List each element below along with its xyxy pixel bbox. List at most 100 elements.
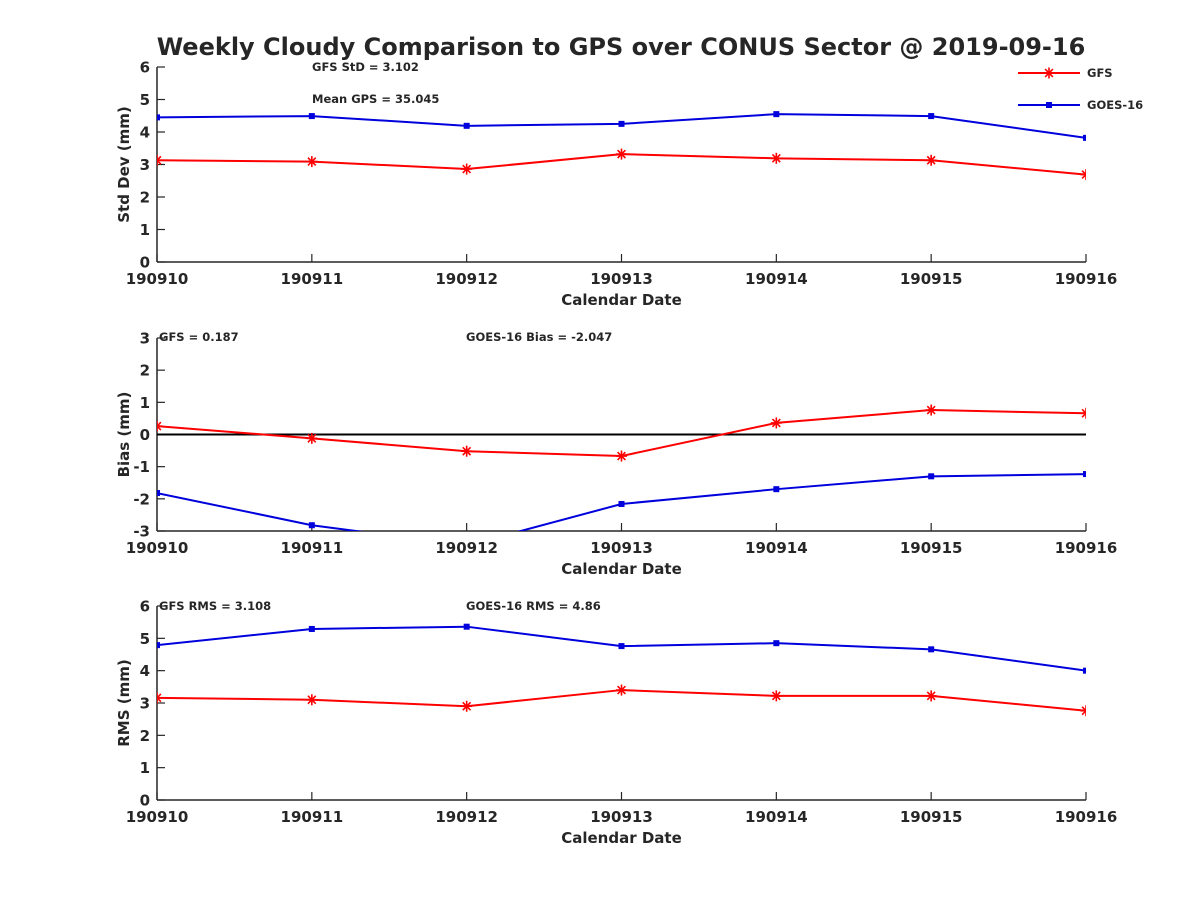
y-tick-label: 2 bbox=[140, 189, 150, 207]
data-point-goes-16 bbox=[928, 646, 935, 653]
x-tick-label: 190916 bbox=[1055, 808, 1118, 826]
y-tick-label: 2 bbox=[140, 362, 150, 380]
x-tick-label: 190915 bbox=[900, 539, 963, 557]
y-tick-label: 2 bbox=[140, 727, 150, 745]
data-point-gfs bbox=[770, 417, 782, 429]
stat-annotation: GFS RMS = 3.108 bbox=[159, 599, 271, 613]
panel-2: -3 -2 -1 0 1 2 3 190910 190911 190912 190913 190914… bbox=[115, 330, 1117, 579]
stat-annotation: GOES-16 Bias = -2.047 bbox=[466, 330, 612, 344]
y-tick-label: 1 bbox=[140, 221, 150, 239]
x-tick-label: 190910 bbox=[126, 539, 189, 557]
y-axis-label: RMS (mm) bbox=[115, 659, 133, 746]
y-tick-label: 6 bbox=[140, 59, 150, 77]
y-tick-label: -2 bbox=[133, 490, 150, 508]
data-point-goes-16 bbox=[618, 643, 625, 650]
x-tick-label: 190915 bbox=[900, 270, 963, 288]
legend-marker bbox=[1046, 102, 1052, 108]
y-axis-label: Std Dev (mm) bbox=[115, 106, 133, 223]
y-tick-label: 0 bbox=[140, 792, 150, 810]
data-point-goes-16 bbox=[157, 642, 160, 649]
data-point-goes-16 bbox=[773, 640, 780, 647]
x-axis-label: Calendar Date bbox=[561, 291, 682, 309]
x-tick-label: 190910 bbox=[126, 270, 189, 288]
x-tick-label: 190913 bbox=[590, 539, 653, 557]
y-tick-label: 3 bbox=[140, 330, 150, 348]
x-tick-label: 190916 bbox=[1055, 270, 1118, 288]
y-tick-label: 3 bbox=[140, 156, 150, 174]
data-point-gfs bbox=[616, 148, 627, 160]
panel-3: 0 1 2 3 4 5 6 190910 190911 190912 190913 190914 190… bbox=[115, 598, 1117, 848]
x-tick-label: 190914 bbox=[745, 808, 808, 826]
x-tick-label: 190913 bbox=[590, 270, 653, 288]
data-point-gfs bbox=[1080, 169, 1086, 181]
x-axis-label: Calendar Date bbox=[561, 560, 682, 578]
data-point-goes-16 bbox=[928, 473, 935, 480]
y-tick-label: 1 bbox=[140, 394, 150, 412]
x-tick-label: 190913 bbox=[590, 808, 653, 826]
x-axis-label: Calendar Date bbox=[561, 829, 682, 847]
legend-item-goes-16: GOES-16 bbox=[1018, 98, 1143, 112]
data-point-goes-16 bbox=[463, 623, 470, 630]
x-tick-label: 190912 bbox=[435, 808, 498, 826]
data-point-gfs bbox=[157, 420, 163, 432]
y-tick-label: 0 bbox=[140, 254, 150, 272]
data-point-gfs bbox=[306, 694, 318, 706]
x-tick-label: 190912 bbox=[435, 270, 498, 288]
data-point-goes-16 bbox=[1083, 134, 1086, 141]
y-tick-label: 0 bbox=[140, 426, 150, 444]
data-point-goes-16 bbox=[308, 522, 315, 529]
data-point-goes-16 bbox=[1083, 667, 1086, 674]
data-point-goes-16 bbox=[308, 113, 315, 120]
data-point-gfs bbox=[770, 690, 782, 702]
y-tick-label: -3 bbox=[133, 523, 150, 541]
y-tick-label: 5 bbox=[140, 630, 150, 648]
data-point-gfs bbox=[616, 684, 627, 696]
legend-label: GOES-16 bbox=[1087, 98, 1143, 112]
y-tick-label: 1 bbox=[140, 759, 150, 777]
legend-label: GFS bbox=[1087, 66, 1113, 80]
data-point-goes-16 bbox=[308, 625, 315, 632]
x-tick-label: 190911 bbox=[281, 270, 344, 288]
data-point-gfs bbox=[1080, 705, 1086, 717]
data-point-gfs bbox=[770, 152, 782, 164]
data-point-gfs bbox=[925, 404, 937, 416]
x-tick-label: 190910 bbox=[126, 808, 189, 826]
data-point-gfs bbox=[157, 154, 163, 166]
panel-1: 0 1 2 3 4 5 6 190910 190911 190912 190913 190914 190… bbox=[115, 59, 1117, 310]
x-tick-label: 190914 bbox=[745, 539, 808, 557]
data-point-gfs bbox=[461, 700, 473, 712]
x-tick-label: 190911 bbox=[281, 808, 344, 826]
data-point-goes-16 bbox=[1083, 471, 1086, 478]
chart-title: Weekly Cloudy Comparison to GPS over CON… bbox=[157, 33, 1086, 61]
x-tick-label: 190911 bbox=[281, 539, 344, 557]
legend-item-gfs: GFS bbox=[1018, 66, 1113, 80]
y-tick-label: 6 bbox=[140, 598, 150, 616]
data-point-gfs bbox=[157, 692, 163, 704]
data-point-gfs bbox=[1080, 407, 1086, 419]
x-tick-label: 190916 bbox=[1055, 539, 1118, 557]
stat-annotation: GOES-16 RMS = 4.86 bbox=[466, 599, 601, 613]
data-point-goes-16 bbox=[618, 120, 625, 127]
data-point-goes-16 bbox=[773, 486, 780, 493]
data-point-goes-16 bbox=[928, 113, 935, 120]
y-tick-label: 4 bbox=[140, 662, 150, 680]
stat-annotation: GFS = 0.187 bbox=[159, 330, 239, 344]
data-point-goes-16 bbox=[463, 122, 470, 129]
legend: GFS GOES-16 bbox=[1018, 66, 1143, 112]
data-point-gfs bbox=[306, 432, 318, 444]
data-point-gfs bbox=[925, 690, 937, 702]
data-point-gfs bbox=[306, 156, 318, 168]
stat-annotation: GFS StD = 3.102 bbox=[312, 60, 419, 74]
series-line-gfs bbox=[157, 409, 1086, 458]
data-point-goes-16 bbox=[618, 500, 625, 507]
data-point-gfs bbox=[461, 163, 473, 175]
data-point-gfs bbox=[616, 450, 627, 462]
x-tick-label: 190914 bbox=[745, 270, 808, 288]
series-line-goes-16 bbox=[157, 473, 1086, 531]
x-tick-label: 190915 bbox=[900, 808, 963, 826]
data-point-goes-16 bbox=[157, 114, 160, 121]
x-tick-label: 190912 bbox=[435, 539, 498, 557]
stat-annotation: Mean GPS = 35.045 bbox=[312, 92, 439, 106]
legend-marker bbox=[1043, 67, 1055, 79]
